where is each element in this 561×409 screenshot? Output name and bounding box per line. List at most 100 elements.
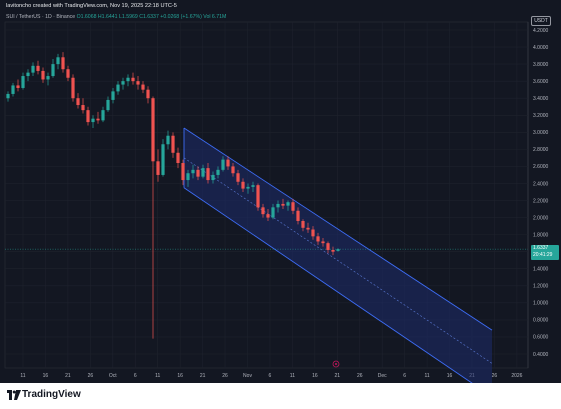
candle-body [196,169,200,177]
date-tick-label: 16 [43,373,49,379]
price-tick-label: 1.0000 [533,301,549,307]
price-tick-label: 1.8000 [533,232,549,238]
candle-body [81,105,85,111]
event-marker-dot [335,363,337,365]
high-value: H1.6441 [97,14,118,20]
candle-body [206,168,210,181]
date-tick-label: 21 [200,373,206,379]
date-tick-label: 26 [357,373,363,379]
candle-body [286,202,290,206]
candle-body [46,76,50,80]
candle-body [6,93,10,99]
candlestick-chart[interactable]: 4.2000 4.0000 3.8000 3.6000 3.4000 3.2000 3.00… [0,0,561,383]
candle-body [261,207,265,215]
candle-body [156,161,160,175]
date-tick-label: 11 [424,373,429,379]
channel-lower-line [183,187,473,383]
candle-body [71,77,75,99]
candle-body [256,185,260,208]
candle-body [66,69,70,78]
date-tick-label: 11 [20,373,25,379]
date-tick-label: 21 [335,373,341,379]
date-tick-label: Oct [109,373,117,379]
price-tick-label: 0.8000 [533,318,549,324]
candle-body [326,243,330,250]
price-tick-label: 3.2000 [533,113,549,119]
date-tick-label: 26 [492,373,498,379]
candle-body [281,203,285,206]
candle-body [146,89,150,99]
date-tick-label: 16 [177,373,183,379]
date-tick-label: 6 [269,373,272,379]
candle-body [216,169,220,175]
currency-button[interactable]: USDT [531,16,551,26]
channel-mid-line [183,157,493,364]
candle-body [161,144,165,175]
candle-body [301,220,305,228]
price-tick-label: 3.4000 [533,96,549,102]
candle-body [141,84,145,90]
tradingview-logo-icon [7,390,21,400]
candle-body [111,91,115,100]
candle-body [266,214,270,218]
price-tick-label: 2.0000 [533,215,549,221]
last-price-label: 1.6337 20:41:29 [531,245,559,260]
change-value: +0.0268 (+1.67%) [160,14,202,20]
price-tick-label: 2.8000 [533,147,549,153]
last-price-value: 1.6337 [533,245,549,251]
candle-body [151,98,155,162]
candle-body [306,227,310,230]
candle-body [331,249,335,252]
candle-body [271,207,275,218]
date-tick-label: 26 [222,373,228,379]
candle-body [186,173,190,181]
candle-body [291,202,295,211]
candle-body [181,163,185,181]
candle-body [171,135,175,153]
open-value: O1.6068 [76,14,97,20]
candle-body [31,65,35,73]
price-tick-label: 3.8000 [533,62,549,68]
price-tick-label: 3.0000 [533,130,549,136]
candle-body [56,57,60,65]
date-tick-label: 11 [155,373,160,379]
candle-body [26,72,30,77]
candle-body [321,241,325,244]
price-tick-label: 1.4000 [533,267,549,273]
footer: TradingView [0,383,561,409]
volume-value: Vol 6.71M [203,14,227,20]
candle-body [231,166,235,174]
regression-channel-fill [184,128,492,383]
candle-body [311,229,315,237]
date-tick-label: 16 [447,373,453,379]
candle-body [296,210,300,221]
price-tick-label: 2.4000 [533,181,549,187]
candle-body [86,110,90,123]
date-tick-label: Dec [378,373,387,379]
candle-body [336,249,340,251]
price-tick-label: 0.4000 [533,352,549,358]
candle-body [116,84,120,92]
close-value: C1.6337 [139,14,159,20]
price-tick-label: 3.6000 [533,79,549,85]
date-tick-label: 11 [290,373,295,379]
candle-body [96,118,100,121]
candle-body [21,76,25,88]
candle-body [176,152,180,164]
symbol-name[interactable]: SUI / TetherUS · 1D · Binance [6,14,76,20]
price-tick-label: 4.2000 [533,28,549,34]
candle-body [126,77,130,82]
candle-body [121,81,125,85]
candle-body [276,203,280,208]
candle-body [136,81,140,85]
tradingview-brand: TradingView [22,389,81,400]
candle-body [221,159,225,170]
candle-body [91,118,95,123]
date-tick-label: 21 [65,373,71,379]
price-tick-label: 2.6000 [533,164,549,170]
candle-body [241,181,245,189]
candle-body [36,65,40,71]
event-marker-icon [332,360,340,368]
candle-body [251,185,255,187]
date-tick-label: 6 [134,373,137,379]
